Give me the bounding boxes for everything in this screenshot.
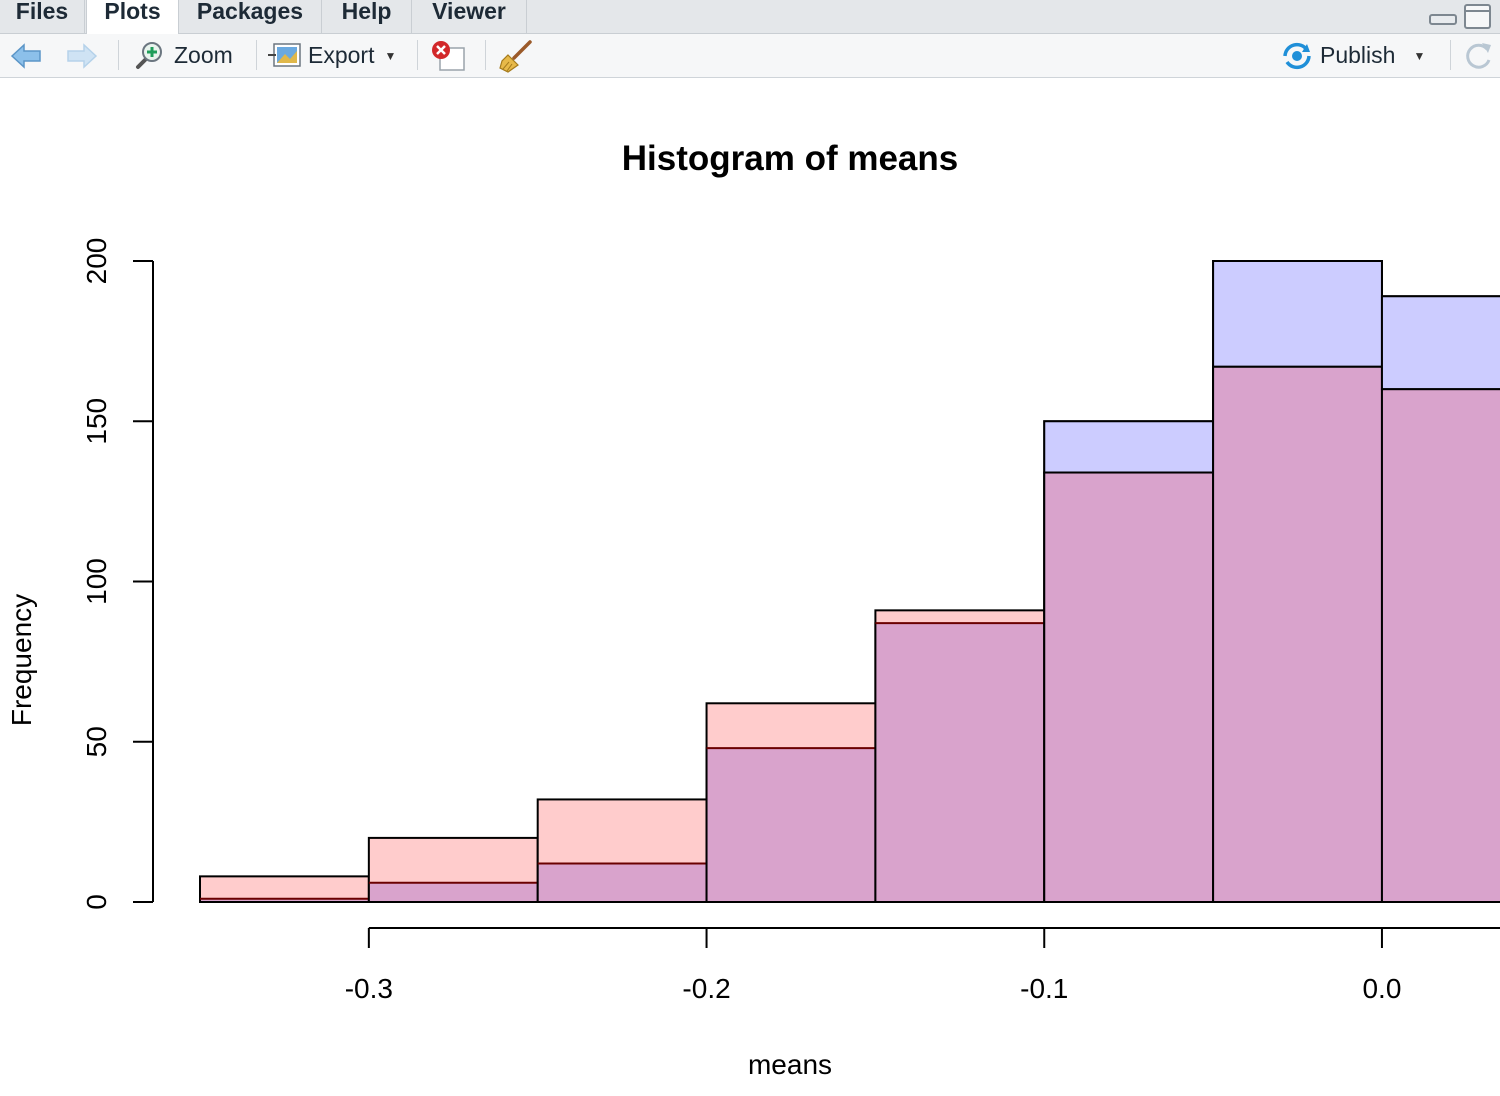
histogram-bar-overlap <box>1043 471 1215 903</box>
histogram-bar-overlap <box>706 748 876 902</box>
x-axis-label: means <box>748 1049 832 1080</box>
tab-viewer-label: Viewer <box>432 0 506 24</box>
y-tick-label: 0 <box>81 894 112 910</box>
x-tick-label: -0.1 <box>1020 973 1068 1004</box>
remove-plot-icon <box>432 40 465 71</box>
x-tick-label: 0.0 <box>1362 973 1401 1004</box>
toolbar-separator <box>118 40 119 70</box>
clear-all-plots-button[interactable] <box>498 34 534 77</box>
histogram-bar-series-2 <box>537 799 707 864</box>
x-tick-label: -0.2 <box>682 973 730 1004</box>
zoom-label: Zoom <box>174 42 233 68</box>
forward-button[interactable] <box>66 34 98 77</box>
tab-packages[interactable]: Packages <box>179 0 322 33</box>
tab-help[interactable]: Help <box>322 0 412 33</box>
histogram-bar-overlap <box>200 898 369 902</box>
histogram-bar-series-1-top <box>1380 295 1500 391</box>
tab-plots[interactable]: Plots <box>86 0 179 34</box>
chevron-down-icon: ▼ <box>384 48 397 63</box>
histogram-bar-series-2 <box>368 837 538 883</box>
histogram-bar-overlap <box>368 882 538 902</box>
histogram-bar-overlap <box>875 623 1045 902</box>
publish-menu-button[interactable]: Publish ▼ <box>1279 34 1425 77</box>
toolbar-separator <box>485 40 486 70</box>
publish-label: Publish <box>1320 42 1396 68</box>
plots-toolbar: Zoom Export ▼ <box>0 34 1500 78</box>
tab-packages-label: Packages <box>196 0 304 24</box>
export-image-icon <box>268 42 301 67</box>
tab-files-label: Files <box>15 0 69 24</box>
y-axis-label: Frequency <box>6 594 37 726</box>
pane-tab-strip: Files Plots Packages Help Viewer <box>0 0 1500 34</box>
toolbar-separator <box>417 40 418 70</box>
zoom-icon <box>136 41 162 69</box>
histogram-bar-overlap <box>1212 365 1383 903</box>
arrow-left-icon <box>10 42 41 69</box>
bars-layer <box>199 260 1500 904</box>
x-tick-label: -0.3 <box>345 973 393 1004</box>
toolbar-separator <box>1450 40 1451 70</box>
tab-viewer[interactable]: Viewer <box>412 0 527 33</box>
histogram-bar-series-2 <box>706 703 876 749</box>
histogram-bar-series-2 <box>200 876 369 899</box>
histogram-plot: Histogram of means 0 50 100 150 200 -0.3 -0.2 -… <box>6 139 1500 1080</box>
chart-title: Histogram of means <box>622 139 958 178</box>
refresh-icon <box>1466 42 1491 69</box>
toolbar-separator <box>256 40 257 70</box>
arrow-right-icon <box>67 42 98 69</box>
tab-help-label: Help <box>341 0 392 24</box>
histogram-bar-overlap <box>1380 388 1500 903</box>
maximize-pane-icon[interactable] <box>1463 4 1493 30</box>
y-tick-label: 150 <box>81 398 112 445</box>
publish-icon <box>1283 42 1311 69</box>
back-button[interactable] <box>10 34 42 77</box>
remove-plot-button[interactable] <box>430 34 466 77</box>
export-menu-button[interactable]: Export ▼ <box>268 34 396 77</box>
broom-icon <box>499 39 532 73</box>
tab-files[interactable]: Files <box>0 0 85 33</box>
minimize-pane-icon[interactable] <box>1428 4 1458 30</box>
y-tick-label: 100 <box>81 558 112 605</box>
export-label: Export <box>308 42 375 68</box>
zoom-button[interactable]: Zoom <box>133 34 233 77</box>
y-tick-label: 50 <box>81 726 112 757</box>
tab-plots-label: Plots <box>104 0 161 24</box>
histogram-bar-series-1-top <box>1212 260 1383 368</box>
chevron-down-icon: ▼ <box>1413 48 1426 63</box>
histogram-bar-overlap <box>537 863 707 902</box>
refresh-button[interactable] <box>1463 34 1495 77</box>
y-tick-label: 200 <box>81 238 112 285</box>
histogram-bar-series-2 <box>875 610 1045 624</box>
histogram-bar-series-1-top <box>1043 420 1215 474</box>
